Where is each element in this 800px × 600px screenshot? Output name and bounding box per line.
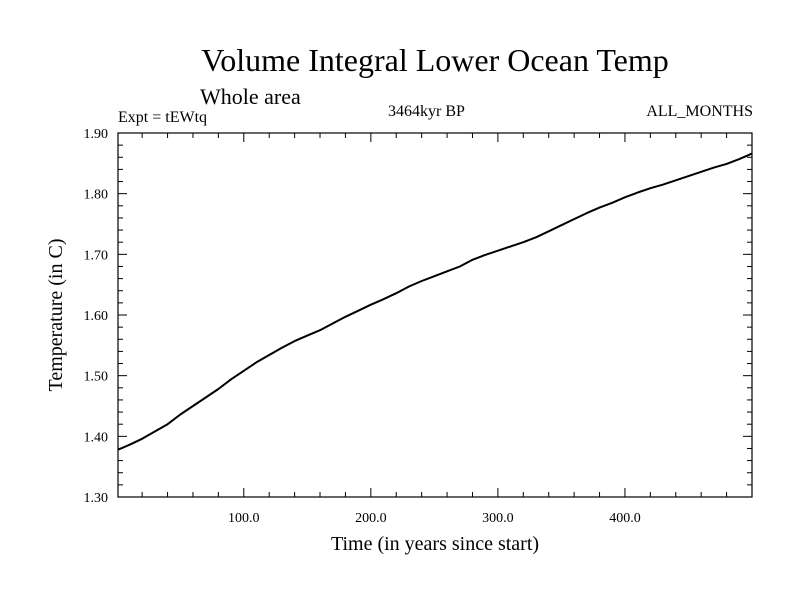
y-tick-label: 1.40 xyxy=(84,430,109,445)
period-label: 3464kyr BP xyxy=(388,103,465,120)
y-tick-label: 1.90 xyxy=(84,127,109,142)
x-tick-label: 400.0 xyxy=(609,511,641,526)
series-line xyxy=(117,152,753,451)
y-tick-label: 1.30 xyxy=(84,491,109,506)
tick-marks xyxy=(118,133,752,497)
x-axis-label: Time (in years since start) xyxy=(331,533,539,555)
x-tick-label: 200.0 xyxy=(355,511,387,526)
plot-frame xyxy=(117,132,753,498)
series-group xyxy=(117,152,753,451)
y-axis-label: Temperature (in C) xyxy=(45,239,67,392)
experiment-label: Expt = tEWtq xyxy=(118,109,208,126)
tick-labels: 100.0 200.0 300.0 400.0 1.30 1.40 1.50 1.60 1.70… xyxy=(84,127,641,526)
chart-subtitle: Whole area xyxy=(200,84,301,109)
x-tick-label: 300.0 xyxy=(482,511,514,526)
months-label: ALL_MONTHS xyxy=(646,103,753,120)
x-tick-label: 100.0 xyxy=(228,511,260,526)
y-tick-label: 1.70 xyxy=(84,248,109,263)
y-tick-label: 1.50 xyxy=(84,370,109,385)
chart-title: Volume Integral Lower Ocean Temp xyxy=(201,42,669,78)
y-tick-label: 1.80 xyxy=(84,188,109,203)
y-tick-label: 1.60 xyxy=(84,309,109,324)
